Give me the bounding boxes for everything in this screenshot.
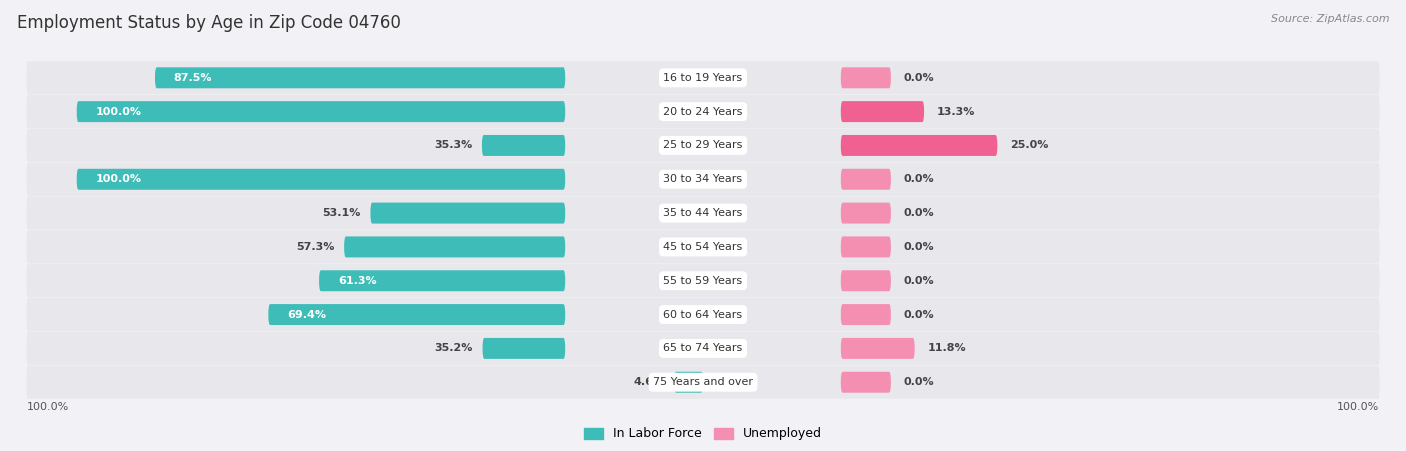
FancyBboxPatch shape [269, 304, 565, 325]
FancyBboxPatch shape [482, 338, 565, 359]
Text: 75 Years and over: 75 Years and over [652, 377, 754, 387]
Text: 35 to 44 Years: 35 to 44 Years [664, 208, 742, 218]
Text: 69.4%: 69.4% [287, 309, 326, 320]
FancyBboxPatch shape [27, 264, 1379, 297]
FancyBboxPatch shape [155, 67, 565, 88]
FancyBboxPatch shape [27, 95, 1379, 128]
FancyBboxPatch shape [344, 236, 565, 258]
Text: 4.6%: 4.6% [634, 377, 665, 387]
FancyBboxPatch shape [27, 61, 1379, 94]
FancyBboxPatch shape [27, 366, 1379, 399]
Text: 100.0%: 100.0% [96, 174, 142, 184]
FancyBboxPatch shape [841, 270, 891, 291]
Text: 0.0%: 0.0% [904, 174, 934, 184]
Text: 0.0%: 0.0% [904, 276, 934, 286]
Text: 61.3%: 61.3% [337, 276, 377, 286]
Text: 0.0%: 0.0% [904, 377, 934, 387]
FancyBboxPatch shape [319, 270, 565, 291]
Text: 16 to 19 Years: 16 to 19 Years [664, 73, 742, 83]
Text: 25 to 29 Years: 25 to 29 Years [664, 140, 742, 151]
Text: 11.8%: 11.8% [927, 343, 966, 354]
FancyBboxPatch shape [482, 135, 565, 156]
Text: 55 to 59 Years: 55 to 59 Years [664, 276, 742, 286]
Text: 100.0%: 100.0% [96, 106, 142, 117]
FancyBboxPatch shape [841, 169, 891, 190]
Text: 13.3%: 13.3% [936, 106, 974, 117]
FancyBboxPatch shape [27, 230, 1379, 263]
FancyBboxPatch shape [841, 338, 915, 359]
Text: 0.0%: 0.0% [904, 309, 934, 320]
Text: 100.0%: 100.0% [27, 401, 69, 412]
Text: 87.5%: 87.5% [174, 73, 212, 83]
FancyBboxPatch shape [77, 169, 565, 190]
FancyBboxPatch shape [841, 135, 997, 156]
Text: 100.0%: 100.0% [1337, 401, 1379, 412]
Text: 53.1%: 53.1% [322, 208, 361, 218]
Text: 25.0%: 25.0% [1010, 140, 1049, 151]
FancyBboxPatch shape [27, 129, 1379, 162]
Text: 57.3%: 57.3% [297, 242, 335, 252]
Text: 0.0%: 0.0% [904, 242, 934, 252]
FancyBboxPatch shape [841, 372, 891, 393]
FancyBboxPatch shape [841, 202, 891, 224]
FancyBboxPatch shape [370, 202, 565, 224]
FancyBboxPatch shape [841, 101, 924, 122]
Text: 0.0%: 0.0% [904, 73, 934, 83]
Text: Source: ZipAtlas.com: Source: ZipAtlas.com [1271, 14, 1389, 23]
FancyBboxPatch shape [675, 372, 703, 393]
Text: 20 to 24 Years: 20 to 24 Years [664, 106, 742, 117]
FancyBboxPatch shape [841, 67, 891, 88]
FancyBboxPatch shape [841, 304, 891, 325]
Text: 65 to 74 Years: 65 to 74 Years [664, 343, 742, 354]
Text: 45 to 54 Years: 45 to 54 Years [664, 242, 742, 252]
Text: 30 to 34 Years: 30 to 34 Years [664, 174, 742, 184]
FancyBboxPatch shape [27, 163, 1379, 196]
FancyBboxPatch shape [27, 298, 1379, 331]
Text: 60 to 64 Years: 60 to 64 Years [664, 309, 742, 320]
Text: Employment Status by Age in Zip Code 04760: Employment Status by Age in Zip Code 047… [17, 14, 401, 32]
FancyBboxPatch shape [27, 197, 1379, 230]
Text: 35.2%: 35.2% [434, 343, 474, 354]
FancyBboxPatch shape [77, 101, 565, 122]
FancyBboxPatch shape [27, 332, 1379, 365]
Text: 35.3%: 35.3% [434, 140, 472, 151]
FancyBboxPatch shape [841, 236, 891, 258]
Text: 0.0%: 0.0% [904, 208, 934, 218]
Legend: In Labor Force, Unemployed: In Labor Force, Unemployed [579, 423, 827, 446]
